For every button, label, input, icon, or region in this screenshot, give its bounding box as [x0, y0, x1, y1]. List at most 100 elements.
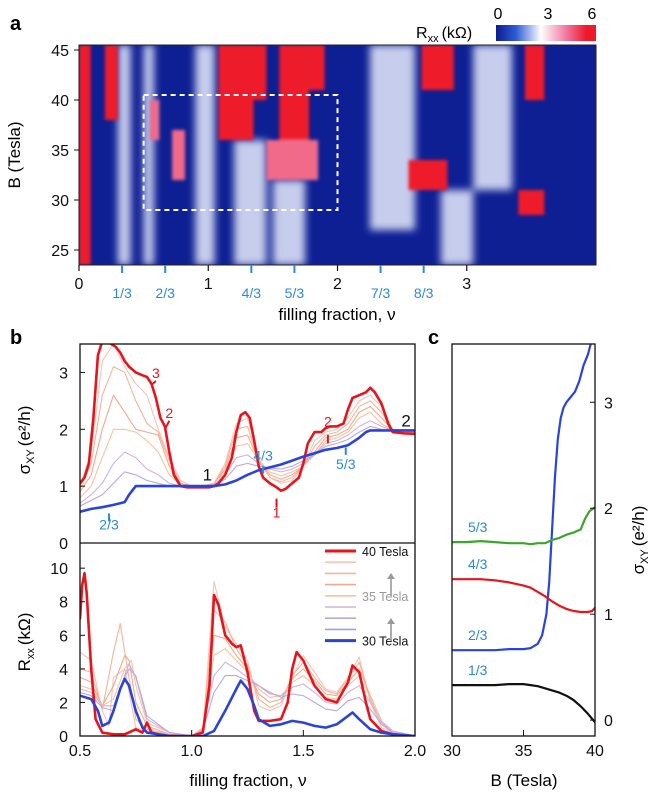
heatmap-y-tick-label: 30: [51, 193, 69, 210]
sigma-xy-trace: [80, 366, 415, 490]
heatmap-red-band: [104, 45, 118, 120]
panel-c-axes: 0 1 2 3 30 35 40: [443, 395, 613, 760]
legend-label: 35 Tesla: [362, 590, 408, 604]
heatmap-image: [79, 45, 596, 265]
sigma-xy-y-tick-label: 3: [59, 365, 68, 382]
heatmap-red-band: [218, 45, 254, 140]
panel-c-y-tick-label: 1: [604, 607, 613, 624]
heatmap-x-tick-label: 0: [75, 276, 84, 293]
heatmap-red-band: [421, 45, 454, 90]
heatmap-red-band: [279, 45, 310, 140]
panel-c-x-tick-label: 40: [586, 743, 604, 760]
panel-c-series-label: 2/3: [468, 627, 488, 643]
heatmap-fraction-label: 7/3: [371, 285, 391, 301]
rxx-y-tick-label: 4: [59, 662, 68, 679]
sigma-xy-trace: [80, 344, 415, 487]
heatmap-white-band: [440, 190, 474, 265]
panel-c-trace: [452, 344, 592, 652]
heatmap-x-label: filling fraction, ν: [278, 305, 395, 324]
heatmap-x-tick-label: 3: [462, 276, 471, 293]
colorbar-label: Rxx (kΩ): [416, 25, 472, 45]
sigma-xy-series: [80, 344, 415, 514]
sigma-xy-y-tick-label: 0: [59, 536, 68, 553]
panel-c: 0 1 2 3 30 35 40 1/3 2/3 4/3 5/3 σXY(e²/h) B (Tes…: [443, 343, 651, 790]
panel-b-x-tick-label: 0.5: [69, 743, 91, 760]
heatmap-red-band: [79, 45, 91, 265]
colorbar-tick-0: 0: [494, 6, 503, 23]
panel-label-c: c: [428, 327, 439, 349]
panel-label-a: a: [10, 13, 22, 35]
heatmap-red-band: [266, 140, 319, 180]
heatmap-y-tick-label: 45: [51, 43, 69, 60]
sigma-xy-trace: [80, 420, 415, 504]
sigma-xy-red-label: 1: [273, 504, 281, 520]
heatmap-red-band: [309, 45, 325, 90]
colorbar-tick-3: 3: [544, 6, 553, 23]
legend-arrow-head: [387, 618, 395, 624]
heatmap-fraction-label: 2/3: [155, 285, 175, 301]
rxx-y-tick-label: 6: [59, 628, 68, 645]
heatmap-red-regions: [79, 45, 545, 265]
panel-b: 0 1 2 3 0 2 4 6 8 10 0.5 1.0 1.5 2.0 1 2 3 2 1 2 2/3 4/3 5/…: [15, 343, 426, 790]
sigma-xy-red-marker: [163, 420, 171, 430]
heatmap-red-band: [150, 100, 160, 140]
sigma-xy-trace-40T: [80, 344, 415, 493]
panel-c-x-tick-label: 35: [515, 743, 533, 760]
panel-c-y-tick-label: 3: [604, 395, 613, 412]
heatmap-white-band: [117, 45, 131, 265]
heatmap-y-label: B (Tesla): [5, 121, 24, 188]
rxx-trace-40T: [80, 571, 415, 736]
panel-b-x-tick-label: 2.0: [404, 743, 426, 760]
sigma-xy-plateau-label: 1: [203, 465, 212, 484]
sigma-xy-red-label: 3: [152, 365, 160, 381]
rxx-series: [80, 571, 415, 736]
sigma-xy-trace: [80, 411, 415, 499]
panel-b-frame: [79, 343, 416, 737]
sigma-xy-y-tick-label: 2: [59, 422, 68, 439]
legend-label: 40 Tesla: [362, 545, 408, 559]
rxx-y-axis: 0 2 4 6 8 10: [50, 561, 85, 746]
sigma-xy-y-label: σXY(e²/h): [15, 406, 37, 475]
panel-c-trace: [452, 506, 595, 546]
panel-c-x-label: B (Tesla): [490, 771, 557, 790]
panel-c-y-tick-label: 0: [604, 713, 613, 730]
heatmap-y-tick-label: 40: [51, 93, 69, 110]
highlight-box: [142, 94, 339, 211]
heatmap-fraction-label: 1/3: [112, 285, 132, 301]
heatmap-red-band: [172, 130, 185, 180]
heatmap-white-band: [234, 140, 267, 265]
sigma-xy-fraction-label: 5/3: [336, 456, 356, 472]
heatmap-fraction-label: 5/3: [285, 285, 305, 301]
colorbar-tick-6: 6: [588, 6, 597, 23]
heatmap-x-tick-label: 1: [204, 276, 213, 293]
rxx-trace-30T: [80, 677, 415, 736]
colorbar-gradient: [496, 25, 596, 41]
rxx-legend: 40 Tesla 35 Tesla 30 Tesla: [325, 545, 408, 649]
rxx-trace: [80, 668, 415, 736]
sigma-xy-y-axis: 0 1 2 3: [59, 365, 85, 553]
rxx-y-tick-label: 10: [50, 561, 68, 578]
panel-label-b: b: [10, 327, 22, 349]
sigma-xy-fraction-label: 4/3: [253, 448, 273, 464]
heatmap-y-tick-label: 25: [51, 243, 69, 260]
heatmap-y-axis: 25 30 35 40 45: [51, 43, 79, 260]
panel-c-series: [452, 344, 595, 724]
heatmap-white-regions: [117, 45, 512, 265]
panel-c-series-label: 4/3: [468, 556, 488, 572]
heatmap-y-tick-label: 35: [51, 143, 69, 160]
rxx-y-tick-label: 8: [59, 595, 68, 612]
heatmap-white-band: [473, 45, 512, 190]
sigma-xy-red-label: 2: [165, 405, 173, 421]
heatmap-x-tick-label: 2: [333, 276, 342, 293]
panel-c-x-tick-label: 30: [443, 743, 461, 760]
colorbar: Rxx (kΩ) 0 3 6: [416, 6, 597, 45]
sigma-xy-trace: [80, 394, 415, 493]
heatmap-red-band: [524, 45, 545, 100]
legend-label: 30 Tesla: [362, 635, 408, 649]
panel-b-x-label: filling fraction, ν: [189, 771, 306, 790]
panel-c-series-label: 5/3: [468, 519, 488, 535]
heatmap-red-band: [518, 190, 545, 215]
sigma-xy-red-label: 2: [324, 413, 332, 429]
rxx-trace: [80, 581, 415, 736]
